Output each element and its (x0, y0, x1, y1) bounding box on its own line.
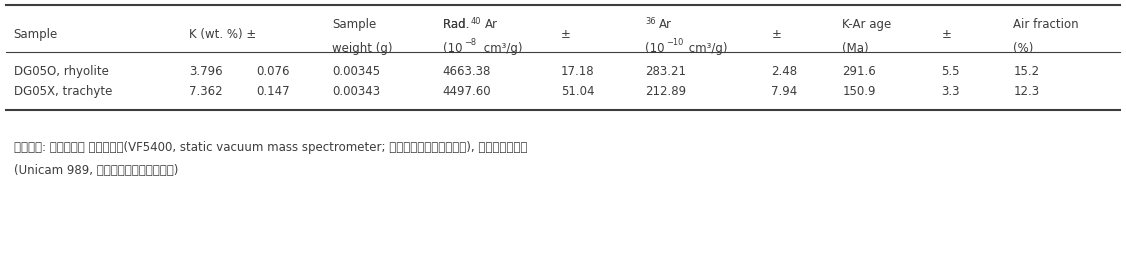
Text: 사용장비: 비활성기체 질량분석기(VF5400, static vacuum mass spectrometer; 한국기초과학지원연구원), 원자흡수분광계: 사용장비: 비활성기체 질량분석기(VF5400, static vacuum … (14, 141, 527, 154)
Text: K (wt. %) ±: K (wt. %) ± (189, 29, 257, 41)
Text: 4497.60: 4497.60 (443, 86, 491, 98)
Text: 150.9: 150.9 (842, 86, 876, 98)
Text: DG05X, trachyte: DG05X, trachyte (14, 86, 111, 98)
Text: (10: (10 (645, 42, 664, 55)
Text: (10: (10 (443, 42, 462, 55)
Text: −10: −10 (667, 38, 683, 48)
Text: 291.6: 291.6 (842, 65, 876, 79)
Text: 15.2: 15.2 (1013, 65, 1039, 79)
Text: 51.04: 51.04 (561, 86, 595, 98)
Text: cm³/g): cm³/g) (480, 42, 522, 55)
Text: 0.00345: 0.00345 (332, 65, 381, 79)
Text: 5.5: 5.5 (941, 65, 959, 79)
Text: 3.796: 3.796 (189, 65, 223, 79)
Text: 212.89: 212.89 (645, 86, 687, 98)
Text: (Unicam 989, 한국기초과학지원연구원): (Unicam 989, 한국기초과학지원연구원) (14, 164, 178, 176)
Text: Sample: Sample (332, 18, 376, 31)
Text: weight (g): weight (g) (332, 42, 393, 55)
Text: 283.21: 283.21 (645, 65, 686, 79)
Text: 12.3: 12.3 (1013, 86, 1039, 98)
Text: Air fraction: Air fraction (1013, 18, 1079, 31)
Text: 0.147: 0.147 (257, 86, 291, 98)
Text: 7.94: 7.94 (771, 86, 797, 98)
Text: 17.18: 17.18 (561, 65, 595, 79)
Text: 7.362: 7.362 (189, 86, 223, 98)
Text: 4663.38: 4663.38 (443, 65, 491, 79)
Text: ±: ± (941, 29, 951, 41)
Text: K-Ar age: K-Ar age (842, 18, 892, 31)
Text: Ar: Ar (659, 18, 672, 31)
Text: ±: ± (771, 29, 781, 41)
Text: Rad.: Rad. (443, 18, 473, 31)
Text: 3.3: 3.3 (941, 86, 959, 98)
Text: 0.076: 0.076 (257, 65, 291, 79)
Text: (Ma): (Ma) (842, 42, 869, 55)
Text: cm³/g): cm³/g) (685, 42, 727, 55)
Text: 2.48: 2.48 (771, 65, 797, 79)
Text: 0.00343: 0.00343 (332, 86, 381, 98)
Text: DG05O, rhyolite: DG05O, rhyolite (14, 65, 108, 79)
Text: 40: 40 (471, 17, 481, 26)
Text: (%): (%) (1013, 42, 1034, 55)
Text: Sample: Sample (14, 29, 57, 41)
Text: Ar: Ar (485, 18, 499, 31)
Text: ±: ± (561, 29, 571, 41)
Text: −8: −8 (464, 38, 476, 48)
Text: Rad.: Rad. (443, 18, 473, 31)
Text: 36: 36 (645, 17, 655, 26)
